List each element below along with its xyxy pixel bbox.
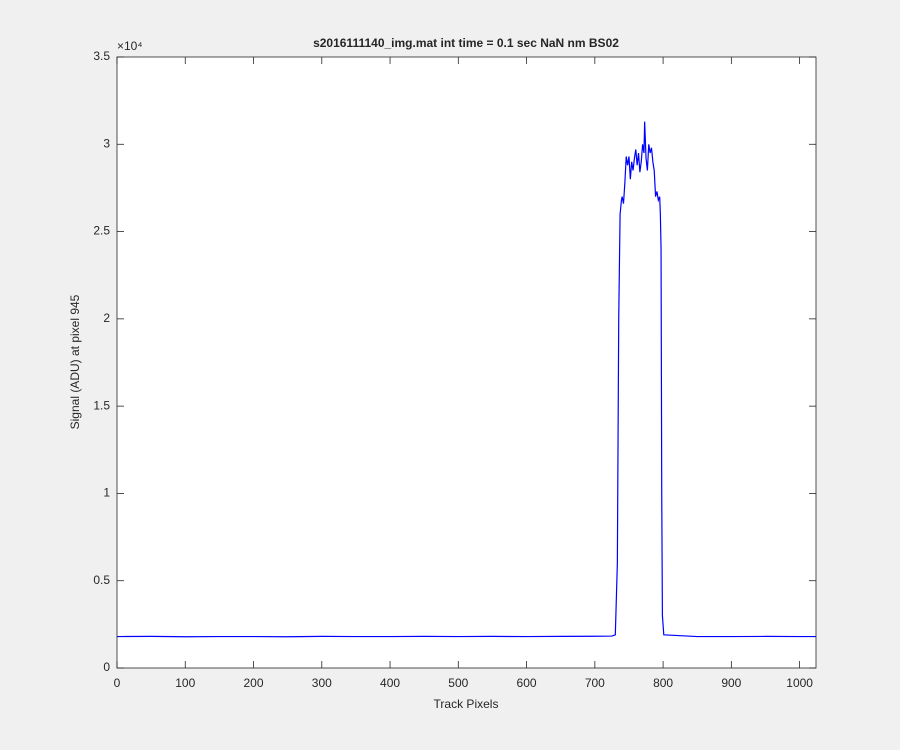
y-tick-label: 2 (103, 311, 110, 325)
chart-title: s2016111140_img.mat int time = 0.1 sec N… (313, 36, 619, 50)
x-tick-label: 700 (585, 676, 605, 690)
x-tick-label: 600 (517, 676, 537, 690)
y-axis-label: Signal (ADU) at pixel 945 (68, 294, 82, 429)
y-tick-label: 2.5 (93, 224, 110, 238)
y-tick-label: 0 (103, 660, 110, 674)
axes-box (116, 56, 817, 669)
x-axis-label: Track Pixels (434, 697, 499, 711)
x-tick-label: 200 (244, 676, 264, 690)
y-tick-label: 1.5 (93, 398, 110, 412)
y-tick-label: 1 (103, 486, 110, 500)
data-line (116, 121, 816, 638)
x-tick-label: 300 (312, 676, 332, 690)
y-tick-label: 0.5 (93, 573, 110, 587)
x-tick-label: 0 (114, 676, 121, 690)
x-tick-label: 900 (721, 676, 741, 690)
x-tick-label: 400 (380, 676, 400, 690)
y-tick-label: 3 (103, 136, 110, 150)
plot-area (117, 57, 816, 668)
x-tick-label: 500 (448, 676, 468, 690)
x-tick-label: 100 (175, 676, 195, 690)
x-tick-label: 800 (653, 676, 673, 690)
y-exponent-label: ×10⁴ (117, 39, 143, 53)
y-tick-label: 3.5 (93, 49, 110, 63)
x-tick-label: 1000 (786, 676, 813, 690)
